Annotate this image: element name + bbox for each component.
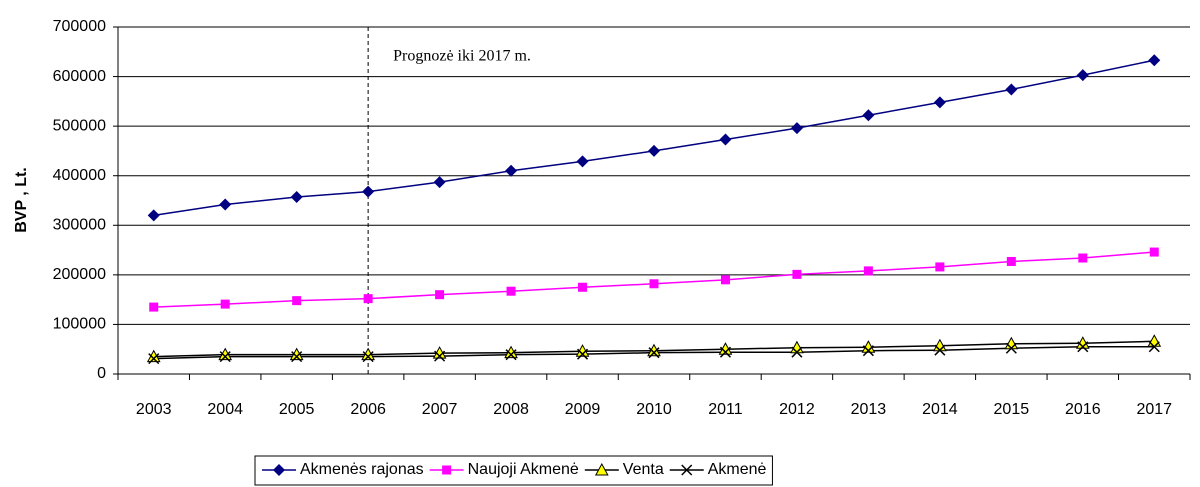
- data-point: [648, 347, 660, 359]
- data-point: [505, 164, 518, 177]
- y-tick-label: 0: [97, 365, 106, 382]
- data-point: [147, 209, 160, 222]
- data-point: [506, 286, 516, 296]
- data-point: [720, 275, 730, 285]
- data-point: [862, 109, 875, 122]
- x-tick-label: 2005: [279, 401, 315, 418]
- legend-label: Venta: [623, 461, 664, 478]
- data-point: [862, 345, 874, 357]
- data-point: [362, 351, 374, 363]
- data-point: [791, 346, 803, 358]
- annotation: Prognozė iki 2017 m.: [393, 48, 531, 65]
- data-point: [649, 279, 659, 289]
- legend-marker: [681, 464, 693, 476]
- legend-label: Akmenė: [708, 461, 767, 478]
- data-point: [149, 302, 159, 312]
- y-tick-label: 400000: [53, 167, 106, 184]
- data-point: [292, 296, 302, 306]
- data-point: [1149, 247, 1159, 257]
- data-point: [505, 349, 517, 361]
- data-point: [1076, 69, 1089, 82]
- x-tick-label: 2011: [708, 401, 743, 418]
- data-point: [935, 262, 945, 272]
- data-point: [934, 344, 946, 356]
- x-tick-label: 2017: [1136, 401, 1172, 418]
- y-axis-label: BVP , Lt.: [13, 167, 30, 233]
- data-point: [933, 96, 946, 109]
- x-tick-label: 2012: [779, 401, 815, 418]
- data-point: [434, 350, 446, 362]
- x-tick-label: 2004: [207, 401, 243, 418]
- legend-label: Akmenės rajonas: [300, 461, 424, 478]
- data-point: [219, 198, 232, 211]
- x-tick-label: 2015: [994, 401, 1030, 418]
- x-tick-label: 2006: [350, 401, 386, 418]
- legend-marker: [442, 465, 452, 475]
- data-point: [148, 353, 160, 365]
- y-tick-label: 500000: [53, 117, 106, 134]
- data-point: [1006, 256, 1016, 266]
- y-tick-label: 100000: [53, 316, 106, 333]
- data-point: [577, 348, 589, 360]
- data-point: [1005, 342, 1017, 354]
- data-point: [1148, 54, 1161, 67]
- x-tick-label: 2007: [422, 401, 458, 418]
- data-point: [220, 299, 230, 309]
- x-tick-label: 2003: [136, 401, 172, 418]
- data-point: [291, 351, 303, 363]
- data-point: [290, 191, 303, 204]
- data-point: [219, 351, 231, 363]
- y-tick-label: 200000: [53, 266, 106, 283]
- data-point: [1005, 83, 1018, 96]
- x-tick-label: 2014: [922, 401, 958, 418]
- y-tick-label: 600000: [53, 68, 106, 85]
- data-point: [792, 269, 802, 279]
- legend-marker: [594, 462, 609, 476]
- data-point: [362, 185, 375, 198]
- data-point: [719, 133, 732, 146]
- data-point: [1078, 253, 1088, 263]
- data-point: [648, 144, 660, 157]
- data-point: [576, 155, 589, 168]
- data-point: [790, 122, 803, 135]
- data-point: [1077, 341, 1089, 353]
- x-tick-label: 2008: [493, 401, 529, 418]
- series-line: [153, 59, 1155, 217]
- data-point: [578, 282, 588, 292]
- data-point: [1148, 341, 1160, 353]
- data-point: [435, 290, 445, 300]
- x-tick-label: 2013: [851, 401, 887, 418]
- data-point: [863, 266, 873, 276]
- y-tick-label: 700000: [53, 18, 106, 35]
- y-tick-label: 300000: [53, 217, 106, 234]
- data-point: [363, 294, 373, 304]
- legend-label: Naujoji Akmenė: [468, 461, 579, 478]
- legend-marker: [273, 464, 285, 476]
- x-tick-label: 2010: [636, 401, 672, 418]
- x-tick-label: 2009: [565, 401, 601, 418]
- legend: Akmenės rajonas Naujoji Akmenė Venta Akmenė: [254, 455, 773, 486]
- data-point: [719, 346, 731, 358]
- x-tick-label: 2016: [1065, 401, 1101, 418]
- data-point: [433, 176, 446, 189]
